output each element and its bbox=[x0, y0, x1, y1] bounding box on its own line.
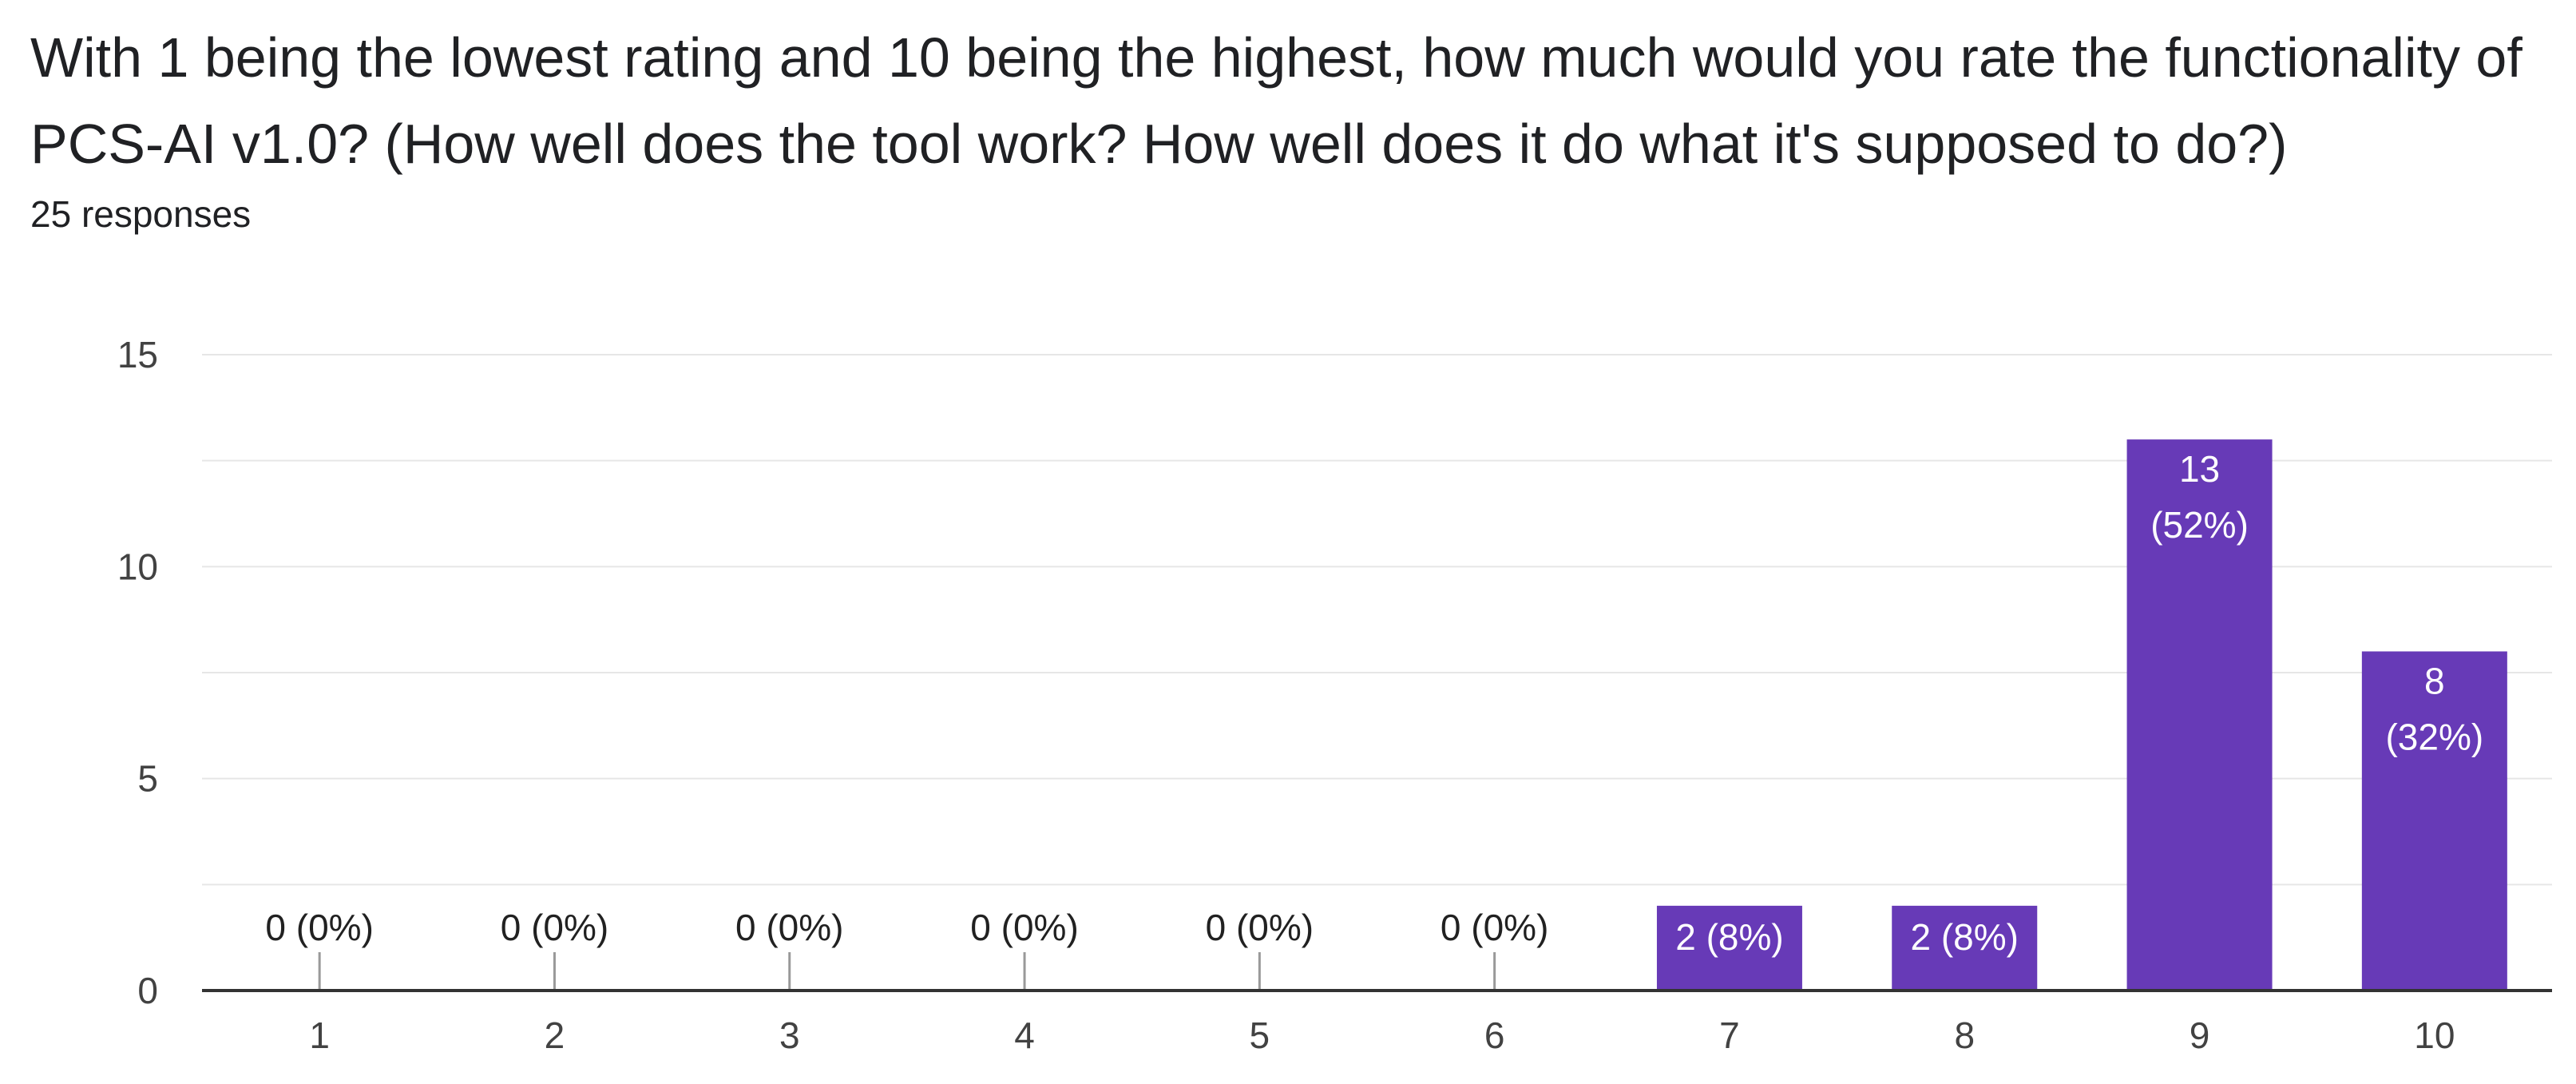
bar-data-label: 2 (8%) bbox=[1911, 916, 2019, 958]
x-tick-label: 7 bbox=[1719, 1015, 1740, 1056]
bar bbox=[2361, 651, 2507, 991]
zero-data-label: 0 (0%) bbox=[1206, 907, 1314, 948]
zero-data-label: 0 (0%) bbox=[970, 907, 1078, 948]
y-tick-label: 15 bbox=[117, 334, 158, 375]
x-tick-label: 10 bbox=[2414, 1015, 2455, 1056]
x-tick-label: 4 bbox=[1014, 1015, 1035, 1056]
question-title: With 1 being the lowest rating and 10 be… bbox=[30, 26, 2522, 175]
bar bbox=[1892, 905, 2038, 991]
zero-data-label: 0 (0%) bbox=[1441, 907, 1548, 948]
y-tick-label: 10 bbox=[117, 546, 158, 587]
x-tick-label: 6 bbox=[1484, 1015, 1505, 1056]
zero-data-label: 0 (0%) bbox=[265, 907, 373, 948]
bar bbox=[1656, 905, 1802, 991]
y-tick-label: 0 bbox=[137, 970, 158, 1011]
y-tick-label: 5 bbox=[137, 758, 158, 800]
data-labels: 0 (0%) 0 (0%) 0 (0%) 0 (0%) 0 (0%) 0 (0%) 2 (8… bbox=[265, 448, 2483, 958]
x-tick-label: 3 bbox=[779, 1015, 800, 1056]
x-tick-label: 5 bbox=[1250, 1015, 1270, 1056]
bar-data-label: (32%) bbox=[2385, 716, 2483, 757]
bar-data-label: 13 bbox=[2179, 448, 2220, 490]
x-tick-label: 8 bbox=[1954, 1015, 1975, 1056]
bar bbox=[2126, 439, 2273, 991]
x-tick-label: 1 bbox=[309, 1015, 330, 1056]
bar-data-label: 2 (8%) bbox=[1675, 916, 1783, 958]
axes: 0 5 10 15 1 2 3 4 5 6 7 8 9 10 bbox=[117, 334, 2552, 1056]
x-tick-label: 9 bbox=[2190, 1015, 2210, 1056]
bars bbox=[1656, 439, 2507, 991]
response-count: 25 responses bbox=[30, 193, 252, 235]
x-tick-label: 2 bbox=[545, 1015, 565, 1056]
zero-data-label: 0 (0%) bbox=[735, 907, 843, 948]
bar-data-label: (52%) bbox=[2150, 504, 2249, 546]
zero-data-label: 0 (0%) bbox=[501, 907, 608, 948]
bar-data-label: 8 bbox=[2424, 660, 2445, 701]
